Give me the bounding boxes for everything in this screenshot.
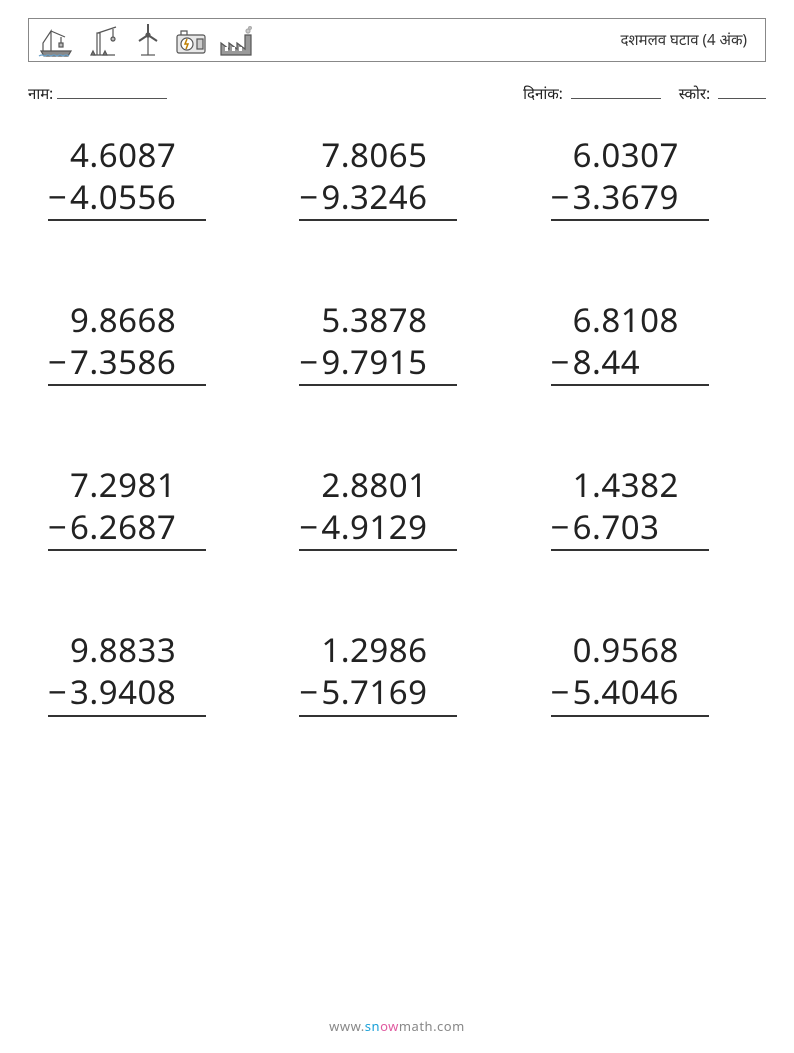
footer-sn: sn: [365, 1017, 380, 1035]
answer-rule: [48, 219, 206, 221]
footer-ow: ow: [380, 1017, 399, 1035]
minus-sign: −: [551, 506, 573, 548]
answer-rule: [551, 384, 709, 386]
score-blank[interactable]: [718, 85, 766, 99]
footer: www.snowmath.com: [0, 1017, 794, 1035]
answer-rule: [48, 549, 206, 551]
generator-icon: [173, 23, 209, 57]
subtrahend: 8.44: [573, 341, 705, 383]
problem: 2.8801−4.9129: [299, 464, 494, 551]
minuend: 4.6087: [70, 134, 202, 176]
minuend: 6.8108: [573, 299, 705, 341]
score-label: स्कोर:: [679, 84, 710, 104]
problem: 7.8065−9.3246: [299, 134, 494, 221]
subtrahend: 6.703: [573, 506, 705, 548]
blank-sign: [48, 299, 70, 341]
date-field: दिनांक:: [523, 84, 661, 104]
blank-sign: [299, 464, 321, 506]
subtrahend: 5.4046: [573, 671, 705, 713]
worksheet-page: दशमलव घटाव (4 अंक) नाम: दिनांक: स्कोर: 4…: [0, 0, 794, 1053]
minuend: 7.2981: [70, 464, 202, 506]
problems-grid: 4.6087−4.05567.8065−9.32466.0307−3.36799…: [28, 134, 766, 717]
footer-rest: math.com: [399, 1017, 465, 1035]
minuend: 9.8668: [70, 299, 202, 341]
problem: 7.2981−6.2687: [48, 464, 243, 551]
factory-icon: [219, 23, 259, 57]
name-label: नाम:: [28, 84, 53, 104]
blank-sign: [551, 464, 573, 506]
answer-rule: [551, 715, 709, 717]
minus-sign: −: [299, 506, 321, 548]
minuend: 2.8801: [321, 464, 453, 506]
subtrahend: 4.9129: [321, 506, 453, 548]
problem: 1.2986−5.7169: [299, 629, 494, 716]
answer-rule: [551, 219, 709, 221]
worksheet-title: दशमलव घटाव (4 अंक): [620, 30, 757, 50]
subtrahend: 5.7169: [321, 671, 453, 713]
crane-icon: [85, 23, 123, 57]
blank-sign: [551, 299, 573, 341]
blank-sign: [299, 134, 321, 176]
ship-icon: [37, 23, 75, 57]
answer-rule: [299, 715, 457, 717]
minuend: 0.9568: [573, 629, 705, 671]
minus-sign: −: [299, 176, 321, 218]
info-row: नाम: दिनांक: स्कोर:: [28, 84, 766, 104]
answer-rule: [48, 715, 206, 717]
minus-sign: −: [299, 341, 321, 383]
minus-sign: −: [551, 341, 573, 383]
header-icons: [37, 23, 259, 57]
answer-rule: [299, 219, 457, 221]
problem: 9.8833−3.9408: [48, 629, 243, 716]
problem: 5.3878−9.7915: [299, 299, 494, 386]
footer-prefix: www.: [329, 1017, 365, 1035]
minuend: 6.0307: [573, 134, 705, 176]
minus-sign: −: [551, 176, 573, 218]
subtrahend: 7.3586: [70, 341, 202, 383]
date-label: दिनांक:: [523, 84, 563, 104]
problem: 1.4382−6.703: [551, 464, 746, 551]
problem: 4.6087−4.0556: [48, 134, 243, 221]
answer-rule: [551, 549, 709, 551]
name-field: नाम:: [28, 84, 167, 104]
subtrahend: 9.3246: [321, 176, 453, 218]
name-blank[interactable]: [57, 85, 167, 99]
problem: 6.8108−8.44: [551, 299, 746, 386]
minus-sign: −: [551, 671, 573, 713]
blank-sign: [551, 134, 573, 176]
header-box: दशमलव घटाव (4 अंक): [28, 18, 766, 62]
answer-rule: [48, 384, 206, 386]
minuend: 5.3878: [321, 299, 453, 341]
blank-sign: [48, 464, 70, 506]
answer-rule: [299, 549, 457, 551]
minus-sign: −: [48, 176, 70, 218]
minuend: 7.8065: [321, 134, 453, 176]
minus-sign: −: [48, 506, 70, 548]
subtrahend: 3.9408: [70, 671, 202, 713]
problem: 0.9568−5.4046: [551, 629, 746, 716]
subtrahend: 9.7915: [321, 341, 453, 383]
minuend: 1.2986: [321, 629, 453, 671]
minus-sign: −: [299, 671, 321, 713]
problem: 6.0307−3.3679: [551, 134, 746, 221]
blank-sign: [48, 629, 70, 671]
answer-rule: [299, 384, 457, 386]
blank-sign: [48, 134, 70, 176]
minuend: 9.8833: [70, 629, 202, 671]
subtrahend: 3.3679: [573, 176, 705, 218]
minus-sign: −: [48, 671, 70, 713]
blank-sign: [299, 629, 321, 671]
subtrahend: 4.0556: [70, 176, 202, 218]
turbine-icon: [133, 23, 163, 57]
blank-sign: [551, 629, 573, 671]
problem: 9.8668−7.3586: [48, 299, 243, 386]
subtrahend: 6.2687: [70, 506, 202, 548]
date-blank[interactable]: [571, 85, 661, 99]
blank-sign: [299, 299, 321, 341]
score-field: स्कोर:: [679, 84, 766, 104]
minus-sign: −: [48, 341, 70, 383]
minuend: 1.4382: [573, 464, 705, 506]
